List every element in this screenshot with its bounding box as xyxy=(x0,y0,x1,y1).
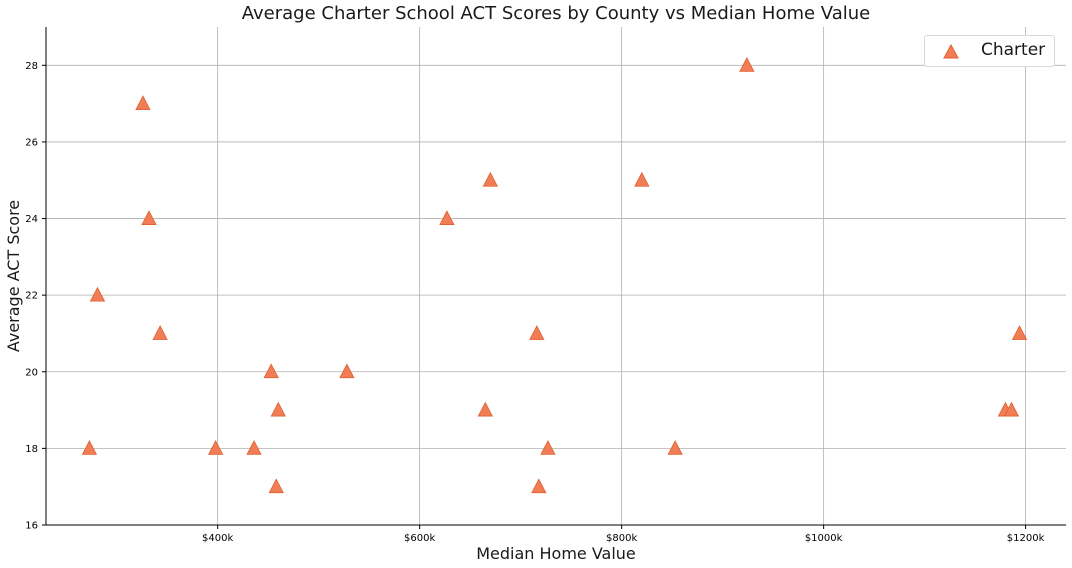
x-tick-label: $800k xyxy=(606,533,637,544)
data-point-triangle xyxy=(263,363,279,379)
data-point-triangle xyxy=(89,286,106,302)
axes xyxy=(45,27,1066,526)
y-tick-label: 28 xyxy=(25,61,38,72)
data-point-triangle xyxy=(439,210,455,225)
data-point-triangle xyxy=(246,440,262,455)
data-point-triangle xyxy=(81,440,98,455)
data-point-triangle xyxy=(1011,325,1028,340)
chart-title: Average Charter School ACT Scores by Cou… xyxy=(241,3,871,24)
x-tick-label: $1200k xyxy=(1007,533,1045,544)
data-point-triangle xyxy=(141,210,157,225)
y-tick-label: 20 xyxy=(25,367,38,378)
y-tick-label: 18 xyxy=(25,444,38,455)
data-point-triangle xyxy=(477,401,493,417)
x-tick-label: $600k xyxy=(404,533,435,544)
data-point-triangle xyxy=(739,56,755,72)
y-axis-ticks: 16 18 20 22 24 26 28 xyxy=(25,61,46,532)
y-tick-label: 26 xyxy=(25,137,38,148)
y-tick-label: 24 xyxy=(25,214,38,225)
data-point-triangle xyxy=(268,478,284,494)
y-tick-label: 22 xyxy=(25,291,38,302)
x-axis-label: Median Home Value xyxy=(476,544,636,563)
data-point-triangle xyxy=(339,363,355,379)
data-point-triangle xyxy=(135,95,151,111)
x-axis-ticks: $400k $600k $800k $1000k $1200k xyxy=(202,525,1045,544)
data-point-triangle xyxy=(529,325,545,340)
data-point-triangle xyxy=(667,440,683,455)
data-point-triangle xyxy=(482,171,499,187)
data-point-triangle xyxy=(270,401,286,417)
y-tick-label: 16 xyxy=(25,521,38,532)
legend: Charter xyxy=(924,35,1055,67)
data-points xyxy=(81,56,1028,494)
y-axis-label: Average ACT Score xyxy=(4,200,23,352)
data-point-triangle xyxy=(152,325,168,340)
data-point-triangle xyxy=(540,440,556,455)
x-tick-label: $1000k xyxy=(805,533,843,544)
data-point-triangle xyxy=(1003,401,1020,417)
data-point-triangle xyxy=(531,478,547,494)
data-point-triangle xyxy=(634,171,650,187)
x-tick-label: $400k xyxy=(202,533,233,544)
legend-label-charter: Charter xyxy=(981,40,1046,60)
data-point-triangle xyxy=(208,440,224,455)
legend-triangle-marker xyxy=(943,44,959,59)
grid-lines xyxy=(46,27,1066,526)
